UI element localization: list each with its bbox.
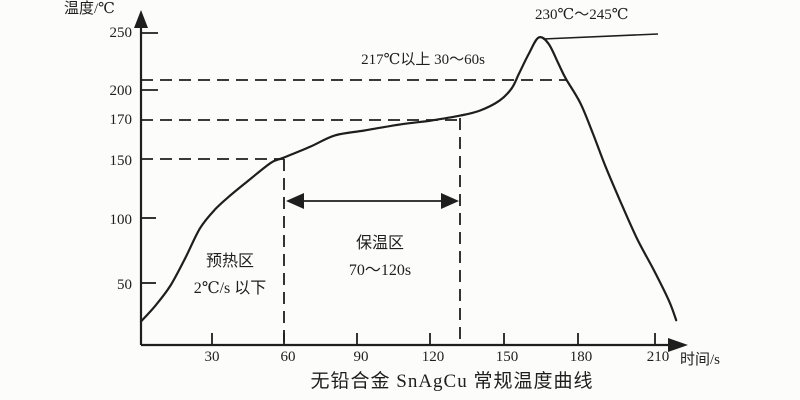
y-axis-ticks [141, 32, 158, 284]
x-tick-label-120: 120 [421, 349, 445, 365]
x-axis-arrow-icon [668, 338, 688, 352]
preheat-zone-rate: 2℃/s 以下 [193, 280, 267, 297]
x-tick-label-180: 180 [569, 349, 593, 365]
chart-title: 无铅合金 SnAgCu 常规温度曲线 [310, 371, 594, 392]
x-tick-label-60: 60 [280, 349, 296, 365]
y-tick-label-150: 150 [109, 153, 133, 169]
x-axis-title: 时间/s [680, 352, 721, 368]
x-tick-label-150: 150 [495, 349, 519, 365]
temperature-curve [139, 35, 678, 323]
x-axis-ticks [211, 333, 656, 345]
preheat-zone-name: 预热区 [205, 253, 254, 270]
x-tick-label-30: 30 [204, 349, 220, 365]
x-tick-label-210: 210 [646, 349, 670, 365]
y-tick-label-170: 170 [109, 112, 133, 128]
soak-arrow-left-head-icon [286, 193, 304, 209]
annotation-peak-range: 230℃～245℃ [535, 7, 629, 23]
peak-callout-line [542, 33, 659, 40]
preheat-zone-label: 预热区 2℃/s 以下 [175, 248, 285, 302]
x-tick-label-90: 90 [353, 349, 369, 365]
y-tick-label-100: 100 [109, 212, 133, 228]
y-tick-label-200: 200 [109, 83, 133, 99]
soak-zone-time: 70～120s [348, 262, 412, 279]
soak-arrow-right-head-icon [441, 193, 459, 209]
y-tick-label-50: 50 [117, 277, 132, 293]
y-axis-arrow-icon [134, 10, 148, 28]
soak-zone-name: 保温区 [355, 235, 404, 252]
annotation-reflow-time: 217℃以上 30～60s [361, 52, 485, 68]
y-axis-title: 温度/℃ [64, 1, 115, 17]
y-tick-label-250: 250 [109, 25, 133, 41]
soak-zone-label: 保温区 70～120s [325, 230, 435, 284]
